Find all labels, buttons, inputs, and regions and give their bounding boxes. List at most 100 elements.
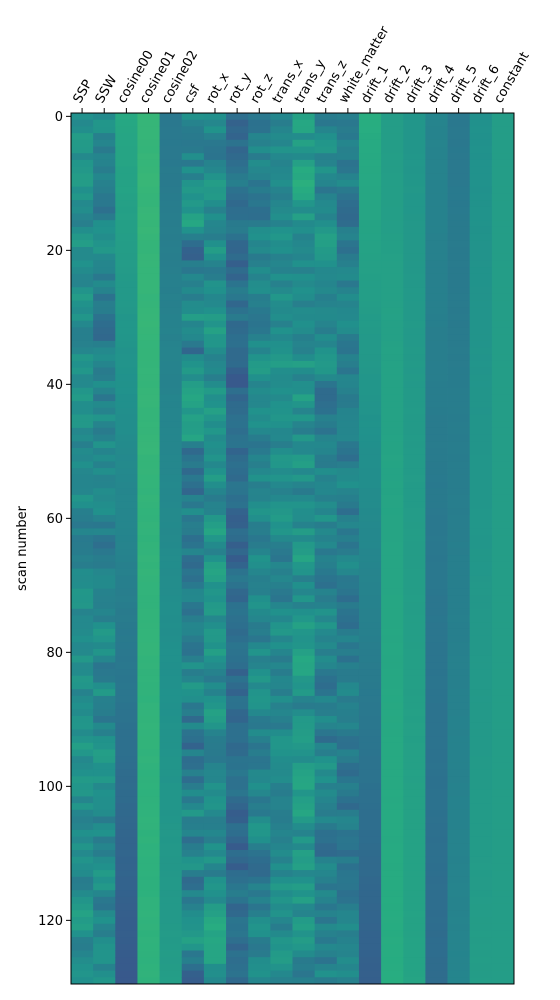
heatmap-cell (358, 796, 382, 804)
heatmap-cell (358, 803, 382, 811)
heatmap-cell (336, 220, 360, 228)
heatmap-cell (159, 702, 183, 710)
heatmap-cell (336, 193, 360, 201)
heatmap-cell (381, 595, 404, 603)
heatmap-cell (270, 923, 293, 931)
heatmap-cell (381, 588, 404, 596)
heatmap-cell (292, 407, 316, 415)
heatmap-cell (491, 863, 515, 871)
heatmap-cell (447, 448, 471, 456)
heatmap-cell (469, 836, 493, 844)
heatmap-cell (491, 367, 515, 375)
heatmap-cell (336, 461, 360, 469)
heatmap-cell (469, 876, 493, 884)
heatmap-cell (447, 682, 471, 690)
heatmap-cell (270, 970, 293, 978)
heatmap-cell (181, 166, 205, 174)
heatmap-cell (491, 260, 515, 268)
heatmap-cell (358, 729, 382, 737)
heatmap-cell (203, 173, 227, 181)
heatmap-cell (203, 689, 227, 697)
heatmap-cell (137, 943, 160, 951)
heatmap-cell (469, 448, 493, 456)
heatmap-cell (425, 769, 448, 777)
heatmap-cell (447, 273, 471, 281)
heatmap-cell (93, 146, 116, 154)
heatmap-cell (447, 582, 471, 590)
heatmap-cell (314, 541, 338, 549)
heatmap-cell (425, 870, 448, 878)
heatmap-cell (447, 762, 471, 770)
heatmap-cell (115, 273, 138, 281)
heatmap-cell (71, 200, 94, 208)
heatmap-cell (403, 702, 426, 710)
heatmap-cell (336, 903, 360, 911)
heatmap-cell (381, 206, 404, 214)
heatmap-cell (181, 649, 205, 657)
heatmap-cell (403, 307, 426, 315)
heatmap-cell (270, 749, 293, 757)
heatmap-cell (203, 501, 227, 509)
heatmap-cell (159, 481, 183, 489)
heatmap-cell (181, 655, 205, 663)
heatmap-cell (248, 930, 271, 938)
heatmap-cell (159, 628, 183, 636)
heatmap-cell (447, 267, 471, 275)
heatmap-cell (447, 655, 471, 663)
heatmap-cell (292, 762, 316, 770)
heatmap-cell (425, 441, 448, 449)
heatmap-cell (381, 829, 404, 837)
heatmap-cell (270, 769, 293, 777)
heatmap-cell (469, 783, 493, 791)
heatmap-cell (181, 441, 205, 449)
heatmap-cell (203, 917, 227, 925)
heatmap-cell (159, 595, 183, 603)
heatmap-cell (425, 689, 448, 697)
heatmap-cell (226, 367, 249, 375)
heatmap-cell (358, 508, 382, 516)
heatmap-cell (469, 689, 493, 697)
heatmap-cell (226, 896, 249, 904)
heatmap-cell (381, 501, 404, 509)
heatmap-cell (314, 374, 338, 382)
heatmap-cell (115, 139, 138, 147)
heatmap-cell (248, 608, 271, 616)
heatmap-cell (248, 836, 271, 844)
heatmap-cell (314, 253, 338, 261)
heatmap-cell (181, 247, 205, 255)
heatmap-cell (115, 595, 138, 603)
heatmap-cell (115, 870, 138, 878)
heatmap-cell (358, 622, 382, 630)
heatmap-cell (181, 702, 205, 710)
heatmap-cell (425, 347, 448, 355)
heatmap-cell (358, 789, 382, 797)
heatmap-cell (491, 709, 515, 717)
heatmap-cell (336, 762, 360, 770)
heatmap-cell (137, 796, 160, 804)
heatmap-cell (469, 548, 493, 556)
heatmap-cell (469, 829, 493, 837)
heatmap-cell (159, 474, 183, 482)
heatmap-cell (71, 280, 94, 288)
heatmap-cell (292, 662, 316, 670)
heatmap-cell (270, 367, 293, 375)
heatmap-cell (491, 233, 515, 241)
heatmap-cell (270, 963, 293, 971)
heatmap-cell (270, 829, 293, 837)
heatmap-cell (181, 890, 205, 898)
heatmap-cell (248, 575, 271, 583)
heatmap-cell (226, 481, 249, 489)
heatmap-cell (358, 441, 382, 449)
heatmap-cell (425, 736, 448, 744)
heatmap-cell (314, 240, 338, 248)
heatmap-cell (403, 608, 426, 616)
heatmap-cell (292, 327, 316, 335)
row-tick-label: 120 (38, 914, 63, 929)
heatmap-cell (403, 588, 426, 596)
heatmap-cell (336, 675, 360, 683)
heatmap-cell (93, 642, 116, 650)
heatmap-cell (381, 937, 404, 945)
heatmap-cell (292, 293, 316, 301)
heatmap-cell (425, 823, 448, 831)
heatmap-cell (447, 307, 471, 315)
